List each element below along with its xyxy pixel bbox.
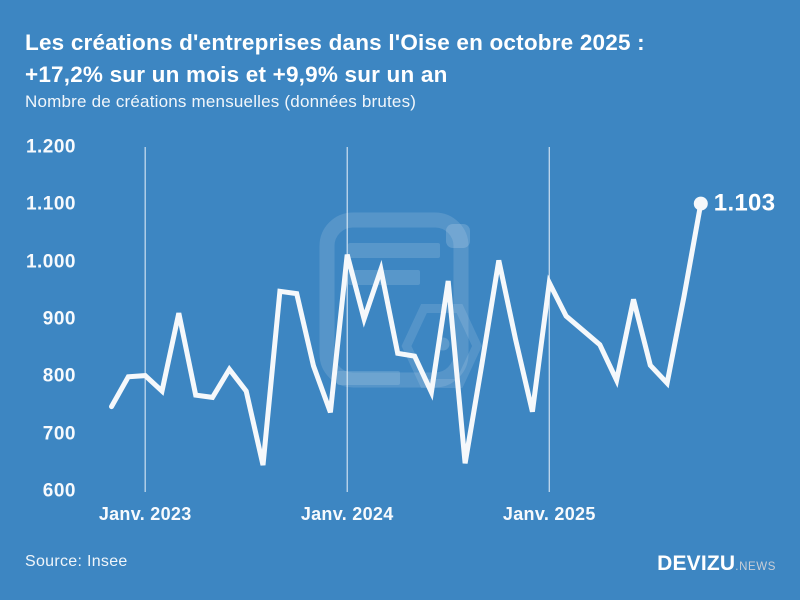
devizu-logo: DEVIZU .NEWS xyxy=(657,552,776,576)
devizu-logo-main: DEVIZU xyxy=(657,552,736,575)
y-tick-1.100: 1.100 xyxy=(25,193,76,215)
y-tick-700: 700 xyxy=(42,423,76,445)
source-note: Source: Insee xyxy=(25,553,128,570)
data-line xyxy=(109,201,704,466)
y-tick-600: 600 xyxy=(42,480,76,502)
x-tick-2023: Janv. 2023 xyxy=(98,504,192,524)
devizu-watermark-icon xyxy=(319,212,482,388)
y-tick-800: 800 xyxy=(42,365,76,387)
y-tick-1.200: 1.200 xyxy=(25,136,76,158)
chart-title: Les créations d'entreprises dans l'Oise … xyxy=(25,27,785,91)
devizu-logo-suffix: .NEWS xyxy=(735,561,776,573)
vertical-gridlines xyxy=(144,147,550,492)
y-tick-900: 900 xyxy=(42,308,76,330)
x-tick-2025: Janv. 2025 xyxy=(502,504,596,524)
y-tick-1.000: 1.000 xyxy=(25,251,76,273)
chart-title-line2: +17,2% sur un mois et +9,9% sur un an xyxy=(25,62,448,87)
chart-title-line1: Les créations d'entreprises dans l'Oise … xyxy=(25,30,645,55)
chart-subtitle: Nombre de créations mensuelles (données … xyxy=(25,92,417,111)
last-point-marker xyxy=(693,196,708,211)
last-value-label: 1.103 xyxy=(713,189,776,217)
x-tick-2024: Janv. 2024 xyxy=(300,504,394,524)
